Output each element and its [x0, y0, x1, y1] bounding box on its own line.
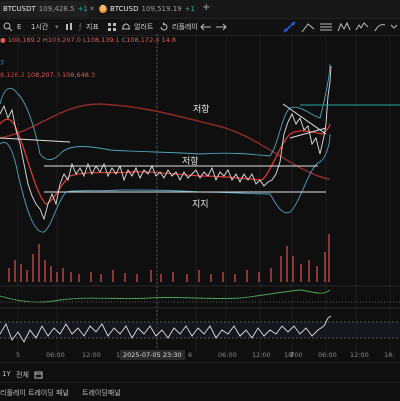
fib-retracement-icon[interactable] — [319, 21, 333, 33]
chart-toolbar: E 1시간 ▾ ƒ 지표 얼러트 리플레이 — [0, 18, 400, 36]
price-chart[interactable] — [0, 34, 400, 362]
indicators-button[interactable]: 지표 — [86, 23, 99, 31]
time-label: 5 — [16, 351, 21, 359]
indicator-legend-2: 8,128.2 108,207.0 108,648.3 — [0, 71, 95, 79]
calendar-icon[interactable] — [34, 370, 43, 379]
time-label: 12:00 — [82, 351, 101, 359]
indicator-legend-1: 7 — [0, 59, 5, 67]
time-label: 06:00 — [218, 351, 237, 359]
tab-change: +1 — [77, 5, 88, 13]
candle-type-icon[interactable] — [64, 22, 74, 32]
tab-change: +1 — [184, 5, 195, 13]
crosshair-date: 2025-07-05 — [123, 351, 161, 359]
band-lower — [0, 133, 331, 233]
toolbar-prev-value: E — [17, 23, 22, 31]
tab-symbol: BTCUSDT — [3, 5, 36, 13]
indicator-legend-2-value: 8,128.2 — [0, 71, 25, 79]
band-upper — [0, 63, 331, 161]
left-resistance-line — [0, 137, 71, 143]
brush-icon[interactable] — [373, 21, 387, 33]
ohlc-open: 108,189.2 — [7, 36, 41, 44]
price-line — [0, 65, 332, 221]
elliott-wave-icon[interactable] — [355, 21, 369, 33]
tab-price: 109,519.19 — [141, 5, 182, 13]
time-label: 06:00 — [318, 351, 337, 359]
interval-dropdown-icon[interactable]: ▾ — [55, 23, 59, 31]
ohlc-change: 14.8 — [161, 36, 176, 44]
ohlc-low: 108,139.1 — [86, 36, 120, 44]
annotation-support: 지지 — [192, 200, 209, 210]
interval-selector[interactable]: 1시간 — [31, 23, 49, 31]
tab-symbol: BTCUSD — [110, 5, 139, 13]
bottom-bar: 1Y 전체 리플레이 트레이딩 패널 트레이딩패널 — [0, 362, 400, 401]
moving-average-long — [0, 103, 331, 180]
indicator-legend-2-values: 108,207.0 108,648.3 — [26, 71, 96, 79]
crosshair-time-label: 2025-07-05 23:30 — [120, 350, 185, 360]
replay-button[interactable]: 리플레이 — [172, 23, 198, 31]
tab-btcusd[interactable]: ₿ BTCUSD 109,519.19 +1 — [96, 1, 200, 17]
search-icon[interactable] — [3, 22, 13, 32]
trend-angle-icon[interactable] — [301, 21, 315, 33]
annotation-resistance-mid: 저항 — [182, 157, 199, 167]
time-axis[interactable]: 5 06:00 12:00 18:00 2025-07-05 23:30 6 0… — [0, 350, 400, 362]
pattern-icon[interactable] — [337, 21, 351, 33]
time-label-day: 7 — [290, 351, 295, 359]
alerts-button[interactable]: 얼러트 — [134, 23, 154, 31]
ohlc-close: 108,172.4 — [126, 36, 160, 44]
ohlc-high: 108,207.0 — [47, 36, 81, 44]
add-tab-button[interactable]: + — [202, 2, 211, 13]
range-all-button[interactable]: 전체 — [16, 371, 29, 379]
time-label: 06:00 — [46, 351, 65, 359]
close-tab-icon[interactable]: ✕ — [89, 5, 95, 13]
time-label: 6 — [188, 351, 193, 359]
tab-bar: BTCUSDT 109,428.5 +1 ✕ ₿ BTCUSD 109,519.… — [0, 0, 400, 18]
divider — [0, 382, 400, 383]
ohlc-legend: ● 108,189.2 H108,207.0 L108,139.1 C108,1… — [0, 36, 176, 44]
drawing-tool-icon[interactable] — [283, 21, 297, 33]
indicators-icon[interactable]: ƒ — [79, 23, 82, 31]
time-label: 12:00 — [350, 351, 369, 359]
time-label: 18:00 — [284, 351, 303, 359]
trading-panel-tab[interactable]: 트레이딩패널 — [82, 389, 121, 397]
indicator-1-line — [0, 289, 331, 303]
replay-icon[interactable] — [159, 22, 169, 32]
trendline-lower — [289, 127, 327, 139]
crosshair-time: 23:30 — [162, 351, 182, 359]
time-label: 18: — [384, 351, 395, 359]
time-label: 12:00 — [252, 351, 271, 359]
replay-trading-panel-tab[interactable]: 리플레이 트레이딩 패널 — [0, 389, 69, 397]
bitcoin-icon: ₿ — [99, 5, 107, 13]
templates-icon[interactable] — [107, 22, 117, 32]
trendline-upper — [282, 103, 327, 135]
tab-price: 109,428.5 — [38, 5, 75, 13]
undo-icon[interactable] — [200, 23, 212, 31]
bell-icon[interactable] — [121, 22, 131, 32]
tab-btcusdt[interactable]: BTCUSDT 109,428.5 +1 — [0, 1, 88, 17]
annotation-resistance-top: 저항 — [193, 105, 210, 115]
moving-average-short — [0, 118, 331, 205]
volume-bars — [8, 234, 330, 282]
more-tools-icon[interactable] — [389, 21, 399, 33]
redo-icon[interactable] — [215, 23, 227, 31]
rsi-line — [0, 315, 332, 343]
range-1y-button[interactable]: 1Y — [2, 370, 11, 378]
